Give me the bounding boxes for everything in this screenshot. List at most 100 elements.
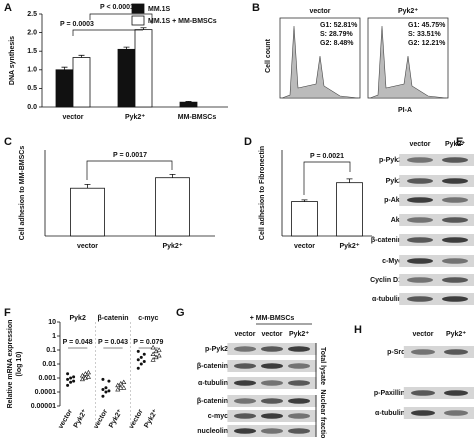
blot-strip [399, 154, 474, 166]
column-label: vector [409, 141, 430, 148]
blot-band [442, 178, 468, 184]
stat-label: G1: 45.75% [408, 22, 446, 29]
point [118, 385, 124, 390]
group-title: c-myc [138, 315, 158, 322]
y-tick-label: 0.01 [42, 361, 56, 368]
blot-band [442, 296, 468, 302]
blot-band [234, 413, 256, 419]
blot-band [444, 390, 468, 396]
point [142, 352, 146, 356]
point [104, 386, 108, 390]
blot-band [234, 363, 256, 369]
blot-band [444, 410, 468, 416]
column-label: vector [234, 331, 255, 338]
column-label: Pyk2⁺ [446, 331, 466, 338]
x-tick-label: Pyk2⁺ [73, 408, 89, 429]
point [104, 390, 108, 394]
stat-label: S: 28.79% [320, 31, 353, 38]
blot-band [407, 237, 433, 243]
panel-letter: D [244, 136, 252, 148]
annotation: P = 0.0021 [310, 153, 344, 160]
point [101, 388, 105, 392]
blot-band [288, 380, 310, 386]
plot-title: Pyk2⁺ [398, 8, 418, 15]
blot-strip [403, 346, 474, 358]
bar [72, 57, 91, 108]
x-tick-label: MM-BMSCs [178, 114, 217, 121]
blot-band [442, 157, 468, 163]
legend-label: MM.1S + MM-BMSCs [148, 18, 217, 25]
blot-band [442, 258, 468, 264]
row-label: c-myc [208, 413, 228, 420]
point [85, 369, 91, 375]
y-axis-unit: (log 10) [16, 352, 23, 377]
panel-letter: G [176, 307, 185, 319]
panel-letter: H [354, 324, 362, 336]
blot-band [234, 398, 256, 404]
blot-band [288, 346, 310, 352]
blot-band [234, 380, 256, 386]
blot-band [261, 380, 283, 386]
blot-band [288, 398, 310, 404]
y-tick-label: 2.0 [27, 29, 37, 36]
blot-band [411, 349, 435, 355]
point [121, 379, 127, 385]
column-label: vector [261, 331, 282, 338]
x-tick-label: vector [57, 408, 74, 430]
y-axis-label: Cell adhesion to MM-BMSCs [19, 146, 26, 241]
blot-band [411, 410, 435, 416]
blot-band [407, 157, 433, 163]
point [136, 358, 140, 362]
legend-swatch [131, 3, 145, 14]
bar [179, 101, 198, 108]
stat-label: G2: 8.48% [320, 40, 354, 47]
row-label: β-catenin [371, 237, 402, 244]
blot-band [407, 258, 433, 264]
point [136, 366, 140, 370]
error-bar [301, 199, 308, 202]
blot-band [261, 363, 283, 369]
blot-band [261, 346, 283, 352]
column-label: Pyk2⁺ [445, 141, 465, 148]
row-label: p-Akt [384, 197, 403, 204]
blot-strip [399, 175, 474, 187]
panel-letter: F [4, 307, 11, 319]
bar [134, 29, 153, 108]
point [150, 351, 156, 357]
annotation: P = 0.0017 [113, 152, 147, 159]
row-label: Akt [391, 217, 403, 224]
annotation: P = 0.0003 [60, 21, 94, 28]
blot-strip [403, 407, 474, 419]
bracket [89, 13, 153, 24]
column-label: Pyk2⁺ [289, 331, 309, 338]
blot-band [234, 428, 256, 434]
y-tick-label: 0.001 [38, 375, 56, 382]
histogram [369, 25, 447, 99]
p-value: P = 0.079 [133, 339, 163, 346]
x-axis-label: PI-A [398, 107, 412, 114]
plot-title: vector [309, 8, 330, 15]
blot-strip [399, 194, 474, 206]
column-label: vector [412, 331, 433, 338]
blot-band [442, 237, 468, 243]
x-tick-label: Pyk2⁺ [162, 243, 182, 250]
annotation: P < 0.0001 [100, 4, 134, 11]
bar [291, 201, 318, 237]
blot-band [261, 398, 283, 404]
legend-label: MM.1S [148, 6, 171, 13]
point [150, 357, 156, 362]
point [72, 379, 76, 383]
y-axis-label: Cell count [265, 38, 272, 73]
row-label: c-Myc [382, 258, 402, 265]
blot-band [261, 428, 283, 434]
x-tick-label: Pyk2⁺ [143, 408, 159, 429]
point [66, 383, 70, 387]
row-label: Cyclin D1 [370, 277, 402, 284]
blot-band [288, 428, 310, 434]
point [121, 385, 127, 390]
y-tick-label: 0.0 [27, 104, 37, 111]
section-label: Nuclear fraction [319, 389, 326, 438]
group-title: Pyk2 [69, 315, 85, 322]
point [139, 355, 143, 359]
point [66, 372, 70, 376]
